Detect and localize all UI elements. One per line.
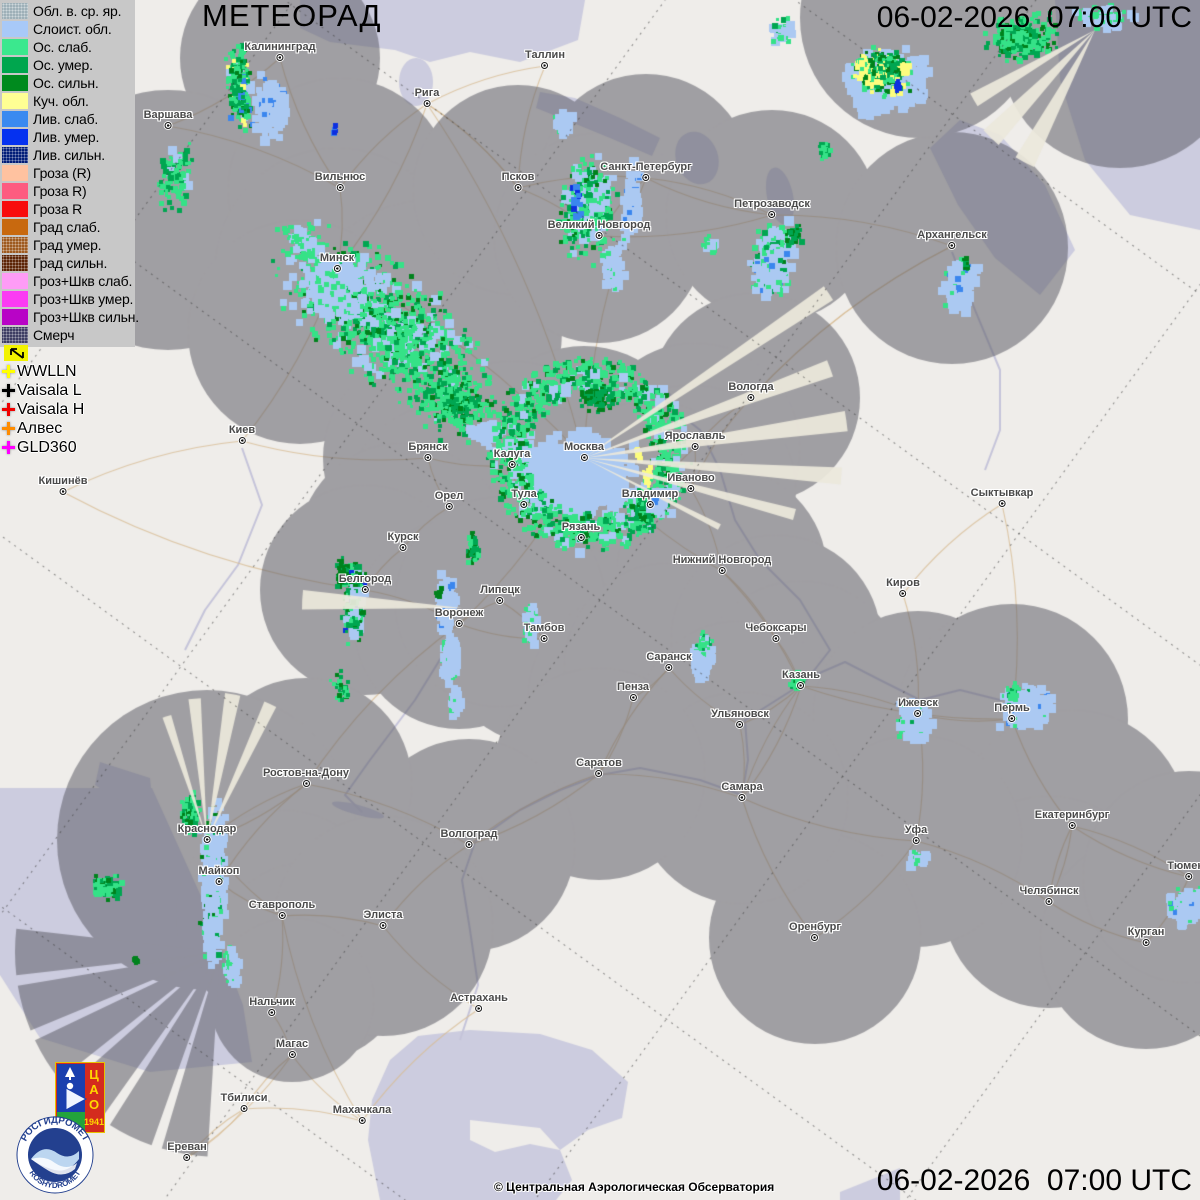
lightning-network-item: Vaisala L (2, 381, 84, 400)
timestamp-top: 06-02-2026 07:00 UTC (876, 1, 1192, 34)
legend-item-label: Гроз+Шкв умер. (33, 291, 134, 307)
legend-item: Лив. слаб. (2, 110, 135, 128)
lightning-network-label: Vaisala L (17, 381, 82, 399)
legend-panel: Обл. в. ср. яр. Слоист. обл. Ос. слаб. Ос. … (0, 0, 139, 347)
lightning-network-item: WWLLN (2, 362, 84, 381)
lightning-network-label: Vaisala H (17, 400, 85, 418)
lightning-network-item: GLD360 (2, 438, 84, 457)
legend-color-swatch (2, 3, 28, 19)
legend-color-swatch (2, 75, 28, 91)
legend-item-label: Смерч (33, 327, 75, 343)
legend-item-label: Лив. умер. (33, 129, 100, 145)
legend-color-swatch (2, 39, 28, 55)
legend-item-label: Град сильн. (33, 255, 108, 271)
lightning-network-label: Алвес (17, 419, 63, 437)
tornado-symbol (4, 345, 28, 361)
cao-letter: Ц (89, 1067, 99, 1082)
svg-text:А: А (89, 1082, 99, 1097)
legend-color-swatch (2, 273, 28, 289)
lightning-network-item: Vaisala H (2, 400, 84, 419)
legend-item: Куч. обл. (2, 92, 135, 110)
legend-item-label: Ос. сильн. (33, 75, 99, 91)
legend-item: Лив. умер. (2, 128, 135, 146)
lightning-cross-icon (2, 441, 15, 454)
lightning-network-label: GLD360 (17, 438, 77, 456)
lightning-network-item: Алвес (2, 419, 84, 438)
legend-item: Гроз+Шкв умер. (2, 290, 135, 308)
legend-item: Ос. слаб. (2, 38, 135, 56)
legend-item-label: Лив. сильн. (33, 147, 105, 163)
lightning-cross-icon (2, 422, 15, 435)
lightning-cross-icon (2, 365, 15, 378)
legend-color-swatch (2, 183, 28, 199)
svg-text:О: О (89, 1097, 99, 1112)
lightning-cross-icon (2, 384, 15, 397)
legend-color-swatch (2, 147, 28, 163)
legend-item: Смерч (2, 326, 135, 344)
tornado-arrow-icon (10, 348, 24, 359)
legend-item-label: Гроза (R) (33, 165, 91, 181)
legend-item: Гроза (R) (2, 164, 135, 182)
legend-item: Ос. умер. (2, 56, 135, 74)
legend-item: Град умер. (2, 236, 135, 254)
roshydromet-logo: РОСГИДРОМЕТ ROSHYDROMET (16, 1115, 94, 1194)
legend-item: Град сильн. (2, 254, 135, 272)
copyright: © Центральная Аэрологическая Обсерватори… (494, 1180, 775, 1194)
lightning-cross-icon (2, 403, 15, 416)
legend-item: Гроз+Шкв слаб. (2, 272, 135, 290)
legend-item-label: Град умер. (33, 237, 102, 253)
legend-color-swatch (2, 93, 28, 109)
legend-item-label: Куч. обл. (33, 93, 89, 109)
legend-color-swatch (2, 327, 28, 343)
cao-year: 1941 (84, 1117, 104, 1127)
legend-color-swatch (2, 111, 28, 127)
legend-item: Ос. сильн. (2, 74, 135, 92)
legend-item-label: Гроз+Шкв сильн. (33, 309, 139, 325)
legend-item: Слоист. обл. (2, 20, 135, 38)
legend-item: Гроза R (2, 200, 135, 218)
legend-item: Град слаб. (2, 218, 135, 236)
legend-color-swatch (2, 291, 28, 307)
legend-color-swatch (2, 21, 28, 37)
legend-item-label: Обл. в. ср. яр. (33, 3, 122, 19)
legend-color-swatch (2, 219, 28, 235)
legend-item-label: Гроз+Шкв слаб. (33, 273, 133, 289)
legend-item-label: Ос. слаб. (33, 39, 92, 55)
lightning-network-label: WWLLN (17, 362, 77, 380)
legend-item-label: Гроза R) (33, 183, 87, 199)
legend-color-swatch (2, 129, 28, 145)
legend-color-swatch (2, 165, 28, 181)
page-title: МЕТЕОРАД (202, 0, 382, 33)
legend-color-swatch (2, 309, 28, 325)
legend-color-swatch (2, 57, 28, 73)
legend-item: Гроза R) (2, 182, 135, 200)
legend-color-swatch (2, 237, 28, 253)
legend-item: Обл. в. ср. яр. (2, 2, 135, 20)
lightning-networks-legend: WWLLN Vaisala L Vaisala H Алвес GLD360 (2, 362, 84, 457)
timestamp-bottom: 06-02-2026 07:00 UTC (876, 1164, 1192, 1197)
legend-color-swatch (2, 201, 28, 217)
legend-item-label: Ос. умер. (33, 57, 93, 73)
legend-item-label: Слоист. обл. (33, 21, 112, 37)
legend-item-label: Град слаб. (33, 219, 101, 235)
legend-item: Лив. сильн. (2, 146, 135, 164)
legend-color-swatch (2, 255, 28, 271)
legend-item-label: Гроза R (33, 201, 83, 217)
legend-item: Гроз+Шкв сильн. (2, 308, 139, 326)
legend-item-label: Лив. слаб. (33, 111, 99, 127)
